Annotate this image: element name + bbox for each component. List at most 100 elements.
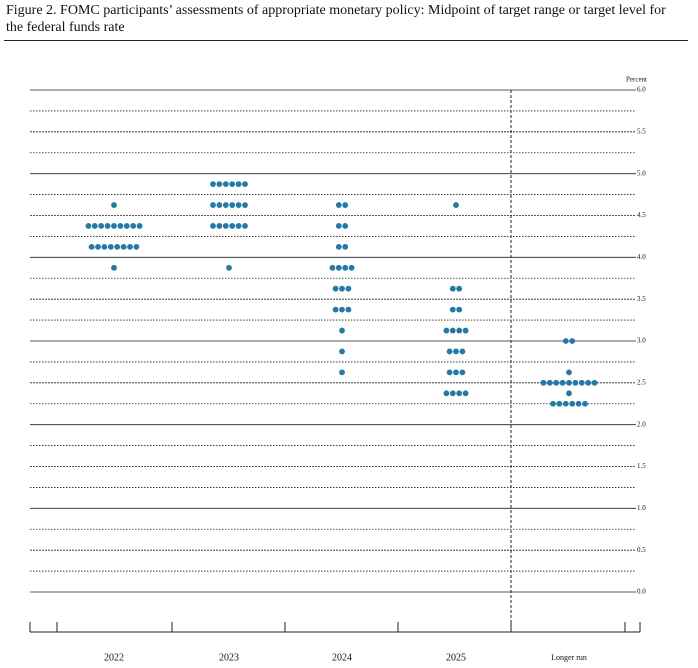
dot	[453, 348, 459, 355]
dot	[566, 390, 572, 397]
dot	[569, 338, 576, 344]
dot	[582, 400, 588, 407]
y-tick-label: 2.5	[637, 378, 646, 386]
dot	[332, 306, 339, 313]
dot	[335, 243, 342, 250]
y-axis-label: Percent	[626, 76, 647, 84]
dot	[459, 348, 466, 355]
dot	[210, 223, 216, 229]
dot	[556, 400, 563, 407]
y-tick-label: 3.0	[637, 337, 646, 345]
y-tick-label: 4.5	[637, 211, 646, 219]
x-tick-label: 2024	[332, 652, 352, 663]
dot	[117, 223, 124, 229]
dot	[591, 379, 598, 386]
dot	[462, 327, 469, 334]
dot	[342, 202, 349, 208]
dot	[443, 390, 450, 397]
x-tick-label: Longer run	[551, 653, 587, 662]
dot	[540, 379, 547, 386]
dot	[575, 400, 582, 407]
dot	[136, 223, 143, 229]
dot	[456, 285, 463, 292]
y-tick-label: 1.5	[637, 462, 646, 470]
dot	[222, 223, 229, 229]
dot	[329, 264, 336, 271]
dot	[120, 243, 127, 250]
y-tick-label: 4.0	[637, 253, 646, 261]
dot	[235, 181, 242, 188]
dot	[335, 264, 342, 271]
dot	[235, 223, 242, 229]
dot	[446, 348, 453, 355]
dot	[216, 202, 223, 208]
dot	[111, 264, 117, 271]
x-tick-label: 2023	[219, 652, 239, 663]
y-tick-label: 0.0	[637, 588, 646, 596]
dot	[242, 202, 248, 208]
y-tick-label: 0.5	[637, 546, 646, 554]
x-tick-label: 2025	[446, 652, 466, 663]
dot	[107, 243, 114, 250]
dot	[130, 223, 137, 229]
dot	[446, 369, 453, 376]
dot	[229, 202, 236, 208]
dot	[95, 243, 101, 250]
y-tick-label: 5.5	[637, 127, 646, 135]
dot	[578, 379, 585, 386]
dot	[449, 285, 456, 292]
dot	[569, 400, 576, 407]
title-rule	[4, 40, 688, 41]
dot	[453, 202, 459, 208]
dot	[335, 223, 342, 229]
dot	[462, 390, 469, 397]
dot	[562, 338, 569, 344]
dot	[85, 223, 92, 229]
dot	[123, 223, 130, 229]
dot	[566, 379, 572, 386]
dot	[546, 379, 553, 386]
dot	[456, 390, 463, 397]
dot	[210, 181, 216, 188]
dot	[342, 223, 349, 229]
dot	[345, 306, 352, 313]
dot	[566, 369, 572, 376]
dot	[242, 223, 248, 229]
dot	[453, 369, 459, 376]
dot	[456, 327, 463, 334]
dot	[229, 181, 236, 188]
dot	[332, 285, 339, 292]
dot	[127, 243, 133, 250]
x-tick-label: 2022	[104, 652, 124, 663]
dot	[339, 369, 345, 376]
dot	[210, 202, 216, 208]
y-tick-label: 6.0	[637, 86, 646, 94]
dot	[562, 400, 569, 407]
dot	[550, 400, 556, 407]
dot	[98, 223, 105, 229]
dot	[339, 285, 345, 292]
y-tick-label: 1.0	[637, 504, 646, 512]
dot	[133, 243, 140, 250]
dot	[104, 223, 111, 229]
dot	[553, 379, 560, 386]
dot	[449, 327, 456, 334]
chart-title: Figure 2. FOMC participants’ assessments…	[6, 3, 666, 35]
dot	[88, 243, 95, 250]
dot	[342, 264, 349, 271]
dot	[229, 223, 236, 229]
dot	[348, 264, 355, 271]
dot	[114, 243, 121, 250]
dot	[222, 181, 229, 188]
dot	[585, 379, 592, 386]
dot	[339, 327, 345, 334]
y-tick-label: 2.0	[637, 420, 646, 428]
dot	[101, 243, 108, 250]
dot	[572, 379, 579, 386]
dot	[342, 243, 349, 250]
dot	[235, 202, 242, 208]
dot	[242, 181, 248, 188]
dot	[335, 202, 342, 208]
y-tick-label: 5.0	[637, 169, 646, 177]
